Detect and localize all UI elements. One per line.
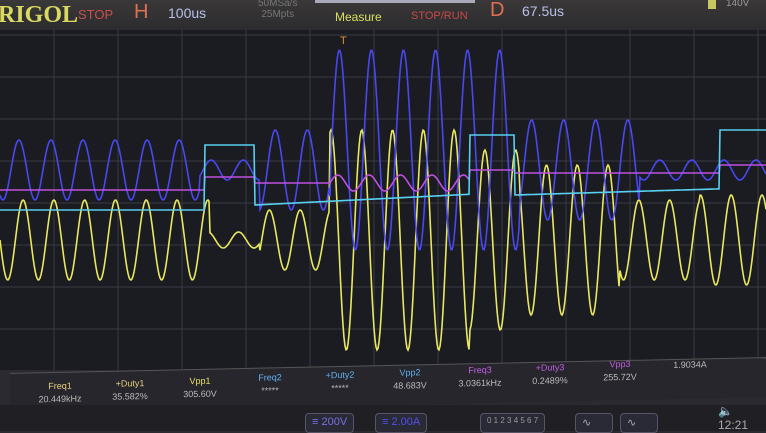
trigger-marker[interactable]: T (340, 35, 347, 47)
sample-info: 50MSa/s 25Mpts (258, 0, 297, 20)
memory-depth: 25Mpts (261, 9, 295, 20)
measurement-label: +Duty3 (535, 361, 565, 373)
measurement-value: 20.449kHz (38, 393, 82, 405)
measurement-value: ***** (261, 385, 279, 397)
measurement-value: 3.0361kHz (458, 377, 502, 389)
measurement-label: +Duty2 (325, 369, 355, 381)
measurement-value: 35.582% (112, 390, 148, 402)
measurement-6[interactable]: Freq3 3.0361kHz (440, 364, 520, 389)
measurement-value: 1.9034A (673, 359, 707, 371)
run-state: STOP (78, 7, 114, 22)
stop-run-button[interactable]: STOP/RUN (411, 10, 468, 22)
measurement-value: 0.2489% (532, 374, 568, 386)
measurement-label: Freq2 (258, 372, 282, 384)
measurement-label: Freq3 (468, 364, 492, 376)
timebase-value[interactable]: 100us (168, 5, 207, 21)
measurement-label: Freq1 (48, 380, 72, 392)
measurement-9[interactable]: 1.9034A (650, 356, 730, 371)
channel-controls: ≡ 200V ≡ 2.00A 0 1 2 3 4 5 6 7 ∿ ∿ (0, 405, 766, 433)
ch3-waveform (0, 164, 766, 192)
measurement-value: 305.60V (183, 388, 217, 399)
ref-wave-button[interactable]: ∿ (620, 413, 658, 433)
trigger-level-icon (708, 0, 716, 9)
measurement-5[interactable]: Vpp2 48.683V (370, 367, 450, 392)
ch3-scale-button[interactable]: ≡ 200V (305, 413, 355, 433)
ch4-scale-button[interactable]: ≡ 2.00A (375, 413, 428, 433)
status-bar: RIGOL STOP H 100us 50MSa/s 25Mpts Measure… (0, 0, 766, 30)
ch4-scale: 2.00A (391, 416, 421, 428)
measurement-label: Vpp1 (189, 375, 211, 386)
measurement-3[interactable]: Freq2 ***** (230, 372, 310, 397)
clock: 🔈 12:21 (718, 404, 749, 432)
math-wave-button[interactable]: ∿ (575, 413, 613, 433)
measurement-2[interactable]: Vpp1 305.60V (160, 375, 240, 400)
measurement-8[interactable]: Vpp3 255.72V (580, 359, 660, 384)
measure-button[interactable]: Measure (335, 10, 382, 24)
delay-value[interactable]: 67.5us (522, 3, 565, 19)
measurement-4[interactable]: +Duty2 ***** (300, 369, 380, 394)
menu-indicator (315, 0, 475, 3)
measurement-label: Vpp3 (609, 359, 631, 370)
measurement-value: 48.683V (393, 380, 427, 391)
ch4-waveform (0, 49, 766, 251)
brand-logo: RIGOL (0, 2, 79, 28)
measurement-value: ***** (331, 383, 349, 394)
delay-label: D (490, 0, 505, 21)
ch1-waveform (0, 128, 766, 352)
ch3-scale: 200V (321, 416, 348, 428)
sample-rate: 50MSa/s (258, 0, 298, 9)
timebase-label: H (134, 1, 149, 23)
measurement-value: 255.72V (603, 372, 637, 383)
measurement-label: Vpp2 (399, 367, 421, 378)
measurement-1[interactable]: +Duty1 35.582% (90, 377, 170, 402)
trigger-voltage: 140V (726, 0, 750, 9)
measurement-0[interactable]: Freq1 20.449kHz (20, 380, 100, 405)
measurement-7[interactable]: +Duty3 0.2489% (510, 361, 590, 386)
clock-time: 12:21 (718, 418, 749, 432)
ch2-waveform (0, 129, 766, 211)
measurement-label: +Duty1 (115, 377, 145, 389)
digital-channel-list: 0 1 2 3 4 5 6 7 (487, 416, 539, 425)
digital-channels[interactable]: 0 1 2 3 4 5 6 7 (480, 413, 546, 433)
waveform-display[interactable]: T (0, 30, 766, 370)
